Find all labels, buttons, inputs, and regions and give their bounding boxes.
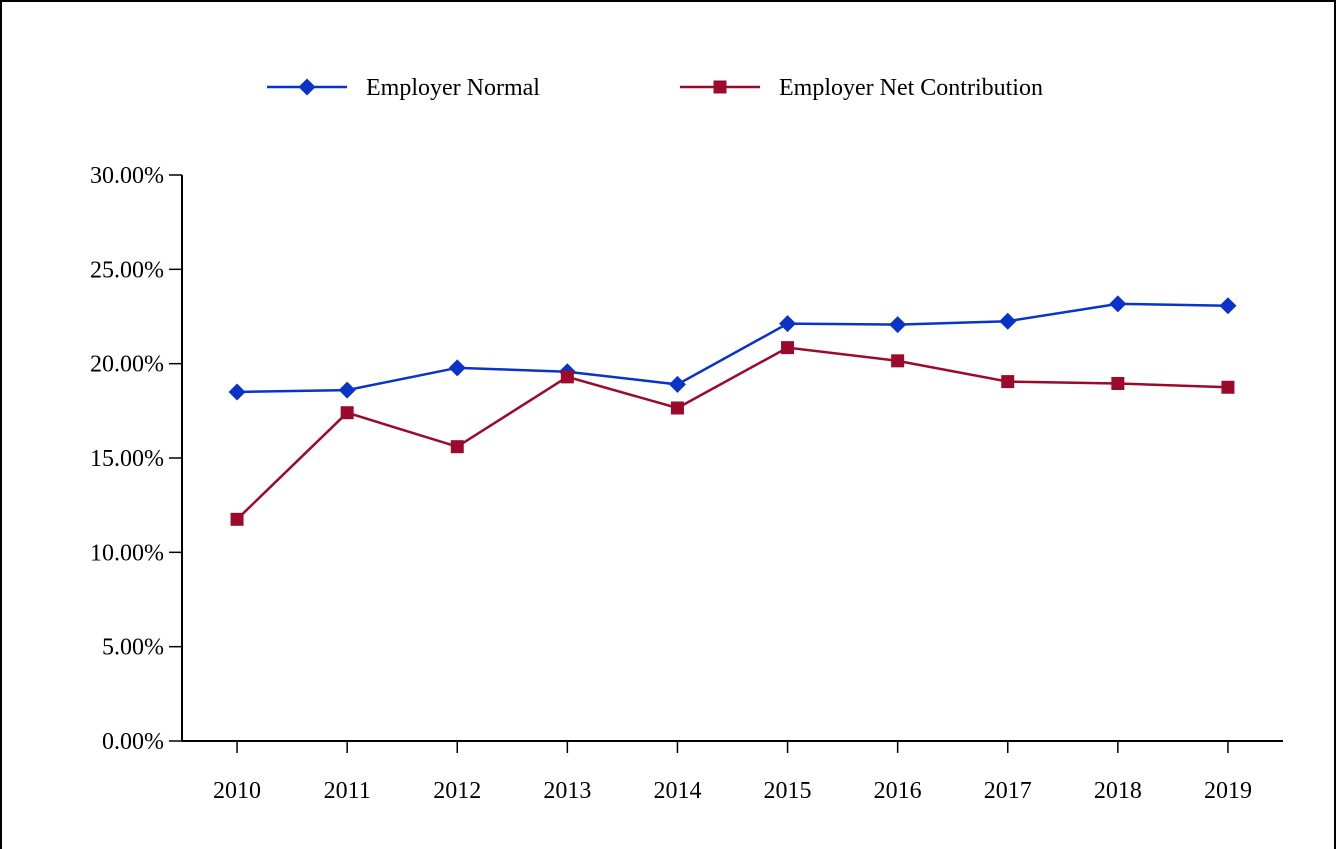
data-point (779, 315, 797, 333)
x-tick-label: 2010 (213, 778, 261, 804)
y-tick-label: 20.00% (90, 352, 164, 378)
x-tick-label: 2015 (764, 778, 812, 804)
data-point (1221, 380, 1235, 394)
data-point (1219, 297, 1237, 315)
axes: 0.00% 5.00% 10.00% 15.00% 20.00% 25.00% 30.00%… (90, 163, 1283, 804)
legend-label: Employer Net Contribution (779, 75, 1043, 101)
data-point (668, 375, 686, 393)
data-point (228, 383, 246, 401)
data-point (560, 370, 574, 384)
data-point (448, 359, 466, 377)
series-1 (228, 295, 1237, 401)
legend: Employer Normal Employer Net Contribution (267, 75, 1043, 101)
data-point (338, 381, 356, 399)
data-point (891, 354, 905, 368)
legend-item: Employer Net Contribution (680, 75, 1043, 101)
data-point (1111, 376, 1125, 390)
x-tick-label: 2013 (543, 778, 591, 804)
data-point (230, 512, 244, 526)
y-tick-label: 30.00% (90, 163, 164, 189)
data-point (781, 341, 795, 355)
legend-label: Employer Normal (366, 75, 540, 101)
x-tick-label: 2017 (984, 778, 1032, 804)
data-point (1001, 375, 1015, 389)
series-line (236, 346, 1228, 521)
y-tick-label: 15.00% (90, 446, 164, 472)
data-point (670, 401, 684, 415)
data-point (999, 312, 1017, 330)
series-2 (230, 341, 1235, 526)
x-tick-label: 2016 (874, 778, 922, 804)
legend-item: Employer Normal (267, 75, 540, 101)
x-tick-label: 2019 (1204, 778, 1252, 804)
y-tick-label: 0.00% (102, 729, 164, 755)
y-tick-label: 5.00% (102, 635, 164, 661)
x-tick-label: 2011 (324, 778, 371, 804)
legend-marker (298, 78, 316, 96)
x-tick-label: 2018 (1094, 778, 1142, 804)
y-tick-label: 25.00% (90, 257, 164, 283)
data-point (450, 440, 464, 454)
x-tick-label: 2012 (433, 778, 481, 804)
data-point (340, 406, 354, 420)
series-layer (228, 295, 1237, 526)
legend-marker (713, 80, 727, 94)
series-line (237, 302, 1228, 394)
data-point (889, 316, 907, 334)
y-tick-label: 10.00% (90, 540, 164, 566)
x-tick-label: 2014 (653, 778, 701, 804)
data-point (1109, 295, 1127, 313)
